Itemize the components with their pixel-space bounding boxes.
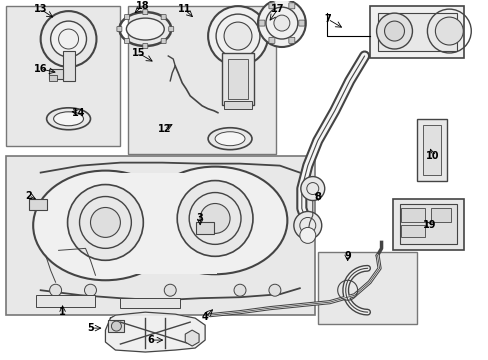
Text: 4: 4 bbox=[202, 312, 208, 322]
Text: 10: 10 bbox=[425, 150, 438, 161]
Text: 19: 19 bbox=[422, 220, 435, 230]
Bar bbox=[317, 252, 417, 324]
Text: 8: 8 bbox=[314, 192, 321, 202]
Circle shape bbox=[67, 185, 143, 260]
FancyBboxPatch shape bbox=[117, 27, 122, 32]
FancyBboxPatch shape bbox=[268, 3, 274, 9]
Bar bbox=[196, 222, 214, 234]
Circle shape bbox=[49, 284, 61, 296]
Bar bbox=[6, 156, 314, 315]
Circle shape bbox=[434, 17, 462, 45]
Circle shape bbox=[200, 203, 229, 233]
Bar bbox=[224, 101, 251, 109]
Bar bbox=[369, 6, 463, 58]
Bar bbox=[399, 204, 456, 244]
Text: 12: 12 bbox=[157, 124, 171, 134]
Bar bbox=[6, 6, 120, 146]
FancyBboxPatch shape bbox=[259, 20, 264, 26]
Circle shape bbox=[293, 211, 321, 239]
Text: 1: 1 bbox=[59, 307, 66, 317]
Circle shape bbox=[164, 284, 176, 296]
FancyBboxPatch shape bbox=[161, 39, 166, 44]
Bar bbox=[423, 125, 441, 175]
Text: 5: 5 bbox=[87, 323, 94, 333]
Bar bbox=[120, 298, 180, 308]
Text: 7: 7 bbox=[324, 14, 330, 24]
FancyBboxPatch shape bbox=[142, 10, 147, 15]
Bar bbox=[430, 208, 450, 222]
Circle shape bbox=[268, 284, 280, 296]
Bar bbox=[392, 198, 463, 250]
Circle shape bbox=[84, 284, 96, 296]
Bar bbox=[48, 75, 57, 81]
Bar bbox=[417, 119, 447, 181]
Bar bbox=[401, 225, 425, 237]
Text: 11: 11 bbox=[177, 4, 190, 14]
FancyBboxPatch shape bbox=[124, 39, 129, 44]
FancyBboxPatch shape bbox=[288, 3, 294, 9]
Ellipse shape bbox=[33, 171, 177, 280]
Text: 6: 6 bbox=[146, 335, 153, 345]
Circle shape bbox=[177, 181, 252, 256]
Bar bbox=[227, 59, 247, 99]
FancyBboxPatch shape bbox=[161, 15, 166, 19]
Ellipse shape bbox=[126, 18, 164, 40]
Ellipse shape bbox=[142, 167, 287, 274]
FancyBboxPatch shape bbox=[298, 20, 304, 26]
Circle shape bbox=[258, 0, 305, 47]
Polygon shape bbox=[105, 312, 204, 352]
Circle shape bbox=[273, 15, 289, 31]
Text: 2: 2 bbox=[25, 190, 32, 201]
Text: 15: 15 bbox=[131, 48, 145, 58]
Circle shape bbox=[299, 228, 315, 243]
Bar bbox=[62, 51, 74, 81]
Text: 18: 18 bbox=[135, 1, 149, 11]
Bar bbox=[29, 198, 46, 211]
FancyBboxPatch shape bbox=[124, 15, 129, 19]
Text: 3: 3 bbox=[196, 213, 203, 224]
FancyBboxPatch shape bbox=[168, 27, 173, 32]
Bar bbox=[401, 208, 425, 222]
Bar bbox=[48, 69, 62, 79]
Circle shape bbox=[300, 177, 324, 201]
Circle shape bbox=[224, 22, 251, 50]
Text: 16: 16 bbox=[34, 64, 47, 74]
Bar bbox=[105, 172, 217, 274]
Bar bbox=[36, 295, 95, 307]
Circle shape bbox=[90, 207, 120, 237]
FancyBboxPatch shape bbox=[142, 44, 147, 49]
Circle shape bbox=[384, 21, 404, 41]
Ellipse shape bbox=[215, 132, 244, 146]
Circle shape bbox=[208, 6, 267, 66]
Bar bbox=[377, 13, 456, 51]
Text: 13: 13 bbox=[34, 4, 47, 14]
FancyBboxPatch shape bbox=[268, 37, 274, 43]
Circle shape bbox=[234, 284, 245, 296]
Text: 17: 17 bbox=[270, 4, 284, 14]
Text: 9: 9 bbox=[344, 251, 350, 261]
Circle shape bbox=[51, 21, 86, 57]
Ellipse shape bbox=[54, 112, 83, 126]
Circle shape bbox=[376, 13, 411, 49]
Circle shape bbox=[111, 321, 121, 331]
Bar bbox=[108, 320, 124, 332]
Bar bbox=[222, 53, 253, 105]
Bar bbox=[128, 6, 275, 154]
Text: 14: 14 bbox=[72, 108, 85, 118]
FancyBboxPatch shape bbox=[288, 37, 294, 43]
